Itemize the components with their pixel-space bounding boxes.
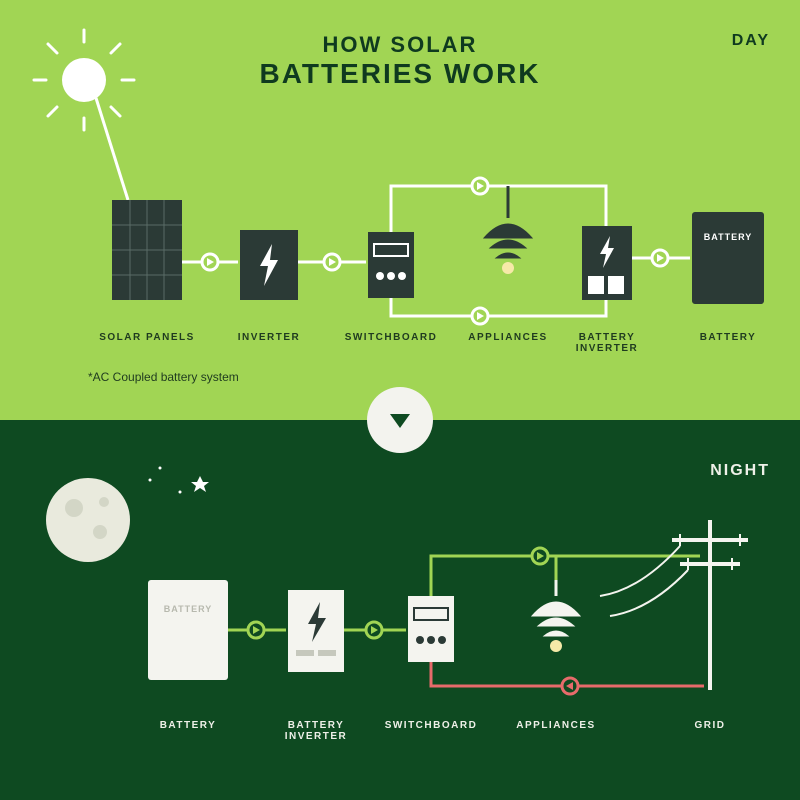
night-flow-red (431, 662, 704, 694)
day-panel: HOW SOLAR BATTERIES WORK DAY (0, 0, 800, 420)
battery-inverter-night-icon (288, 590, 344, 672)
battery-inverter-label: BATTERY INVERTER (557, 332, 657, 354)
grid-label: GRID (660, 720, 760, 731)
footnote-text: *AC Coupled battery system (88, 370, 239, 384)
battery-label: BATTERY (678, 332, 778, 343)
battery-inverter-day-icon (582, 226, 632, 300)
switchboard-label: SWITCHBOARD (381, 720, 481, 731)
appliances-day-icon (484, 186, 532, 274)
switchboard-day-icon (368, 232, 414, 298)
battery-day-icon: BATTERY (692, 212, 764, 304)
night-panel: NIGHT (0, 420, 800, 800)
solar-panels-icon (112, 200, 182, 300)
stars-icon (149, 467, 210, 494)
appliances-label: APPLIANCES (458, 332, 558, 343)
svg-text:BATTERY: BATTERY (164, 604, 213, 614)
moon-icon (46, 478, 130, 562)
sun-icon (34, 30, 134, 200)
solar-panels-label: SOLAR PANELS (97, 332, 197, 343)
appliances-label: APPLIANCES (506, 720, 606, 731)
grid-icon (600, 520, 748, 690)
battery-night-icon: BATTERY (148, 580, 228, 680)
inverter-label: INVERTER (219, 332, 319, 343)
battery-label: BATTERY (138, 720, 238, 731)
day-svg: BATTERY (0, 0, 800, 420)
appliances-night-icon (532, 580, 580, 652)
night-svg: BATTERY (0, 420, 800, 800)
switchboard-label: SWITCHBOARD (341, 332, 441, 343)
svg-text:BATTERY: BATTERY (704, 232, 753, 242)
inverter-icon (240, 230, 298, 300)
battery-inverter-label: BATTERY INVERTER (266, 720, 366, 742)
switchboard-night-icon (408, 596, 454, 662)
